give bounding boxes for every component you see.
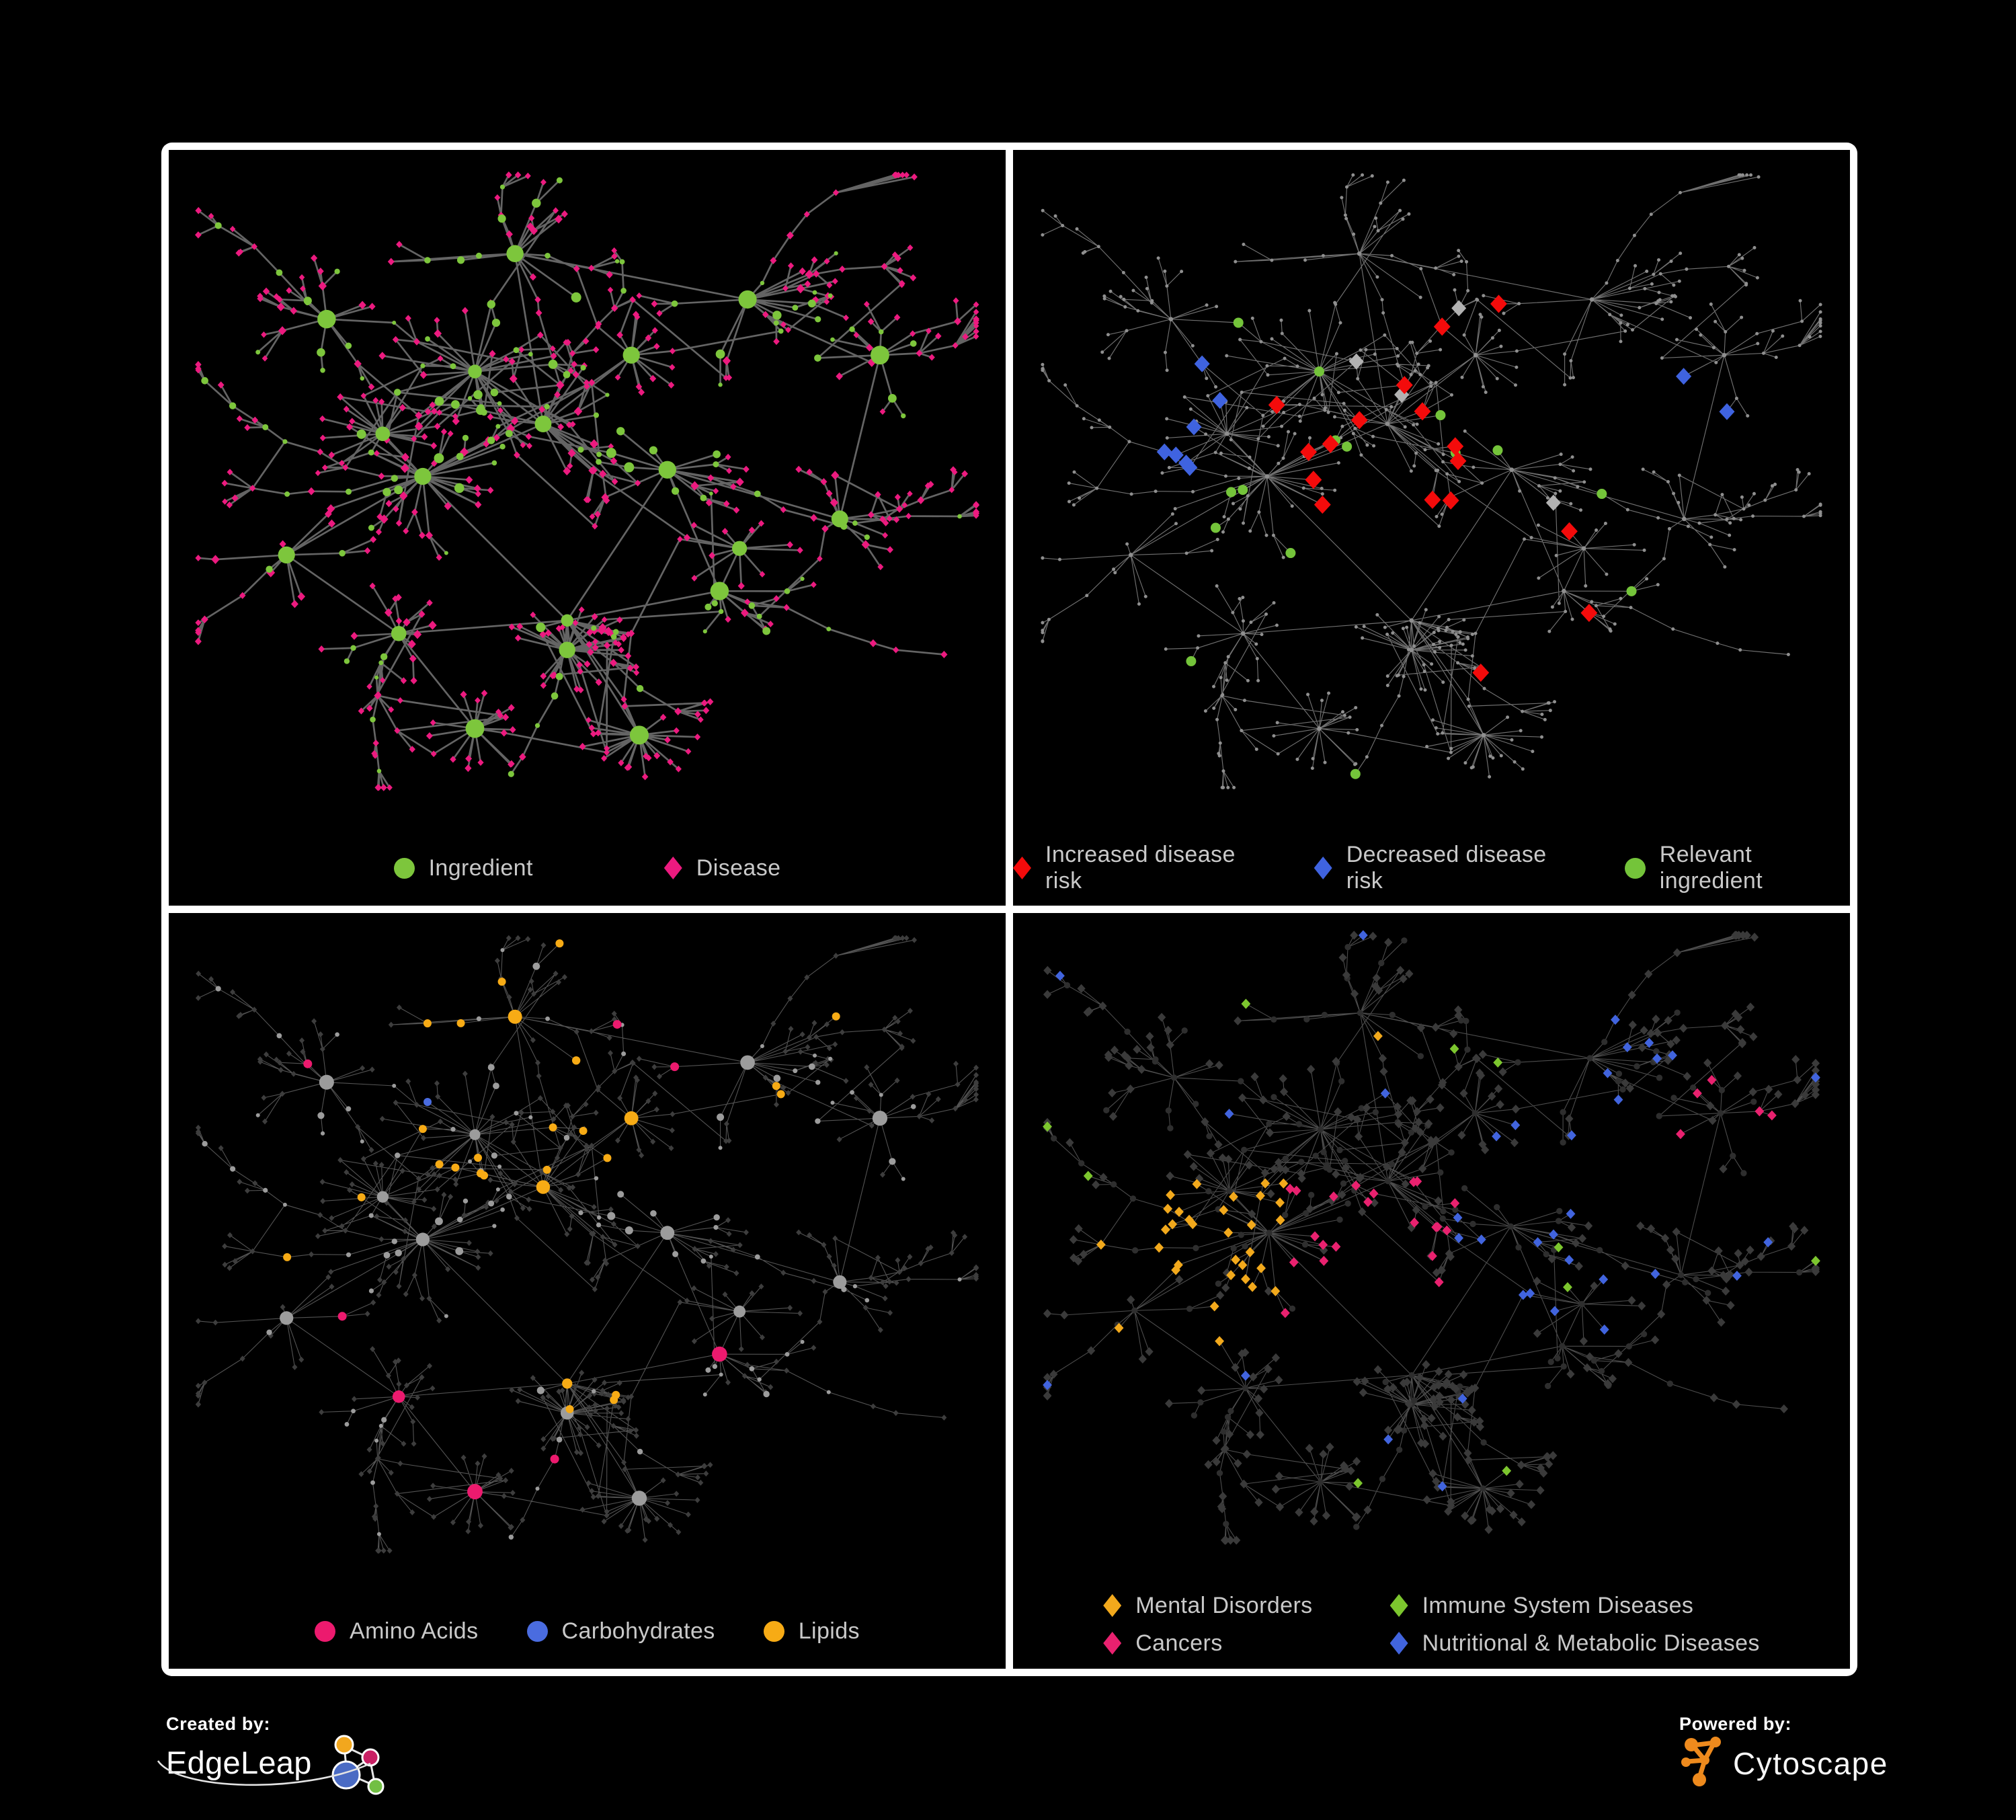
- legend-ingredient-disease: Ingredient Disease: [169, 830, 1006, 906]
- lipids-marker-icon: [763, 1620, 784, 1642]
- panel-chemical-classes: Amino Acids Carbohydrates Lipids: [169, 913, 1006, 1669]
- network-graph-disease-categories: [1043, 930, 1820, 1545]
- created-by-block: Created by: EdgeLeap: [157, 1714, 399, 1807]
- legend-label: Amino Acids: [350, 1618, 479, 1644]
- legend-item: Increased disease risk: [1013, 842, 1266, 894]
- legend-item: Lipids: [763, 1618, 860, 1645]
- edgeleap-node-pink: [361, 1748, 380, 1767]
- legend-item: Amino Acids: [315, 1618, 478, 1645]
- legend-disease-categories: Mental Disorders Immune System Diseases …: [1013, 1580, 1850, 1669]
- legend-label: Decreased disease risk: [1346, 842, 1547, 894]
- legend-label: Carbohydrates: [561, 1618, 715, 1644]
- decreased-risk-marker-icon: [1314, 857, 1332, 879]
- legend-item: Carbohydrates: [526, 1618, 715, 1645]
- disease-marker-icon: [663, 857, 682, 879]
- legend-item: Disease: [663, 855, 781, 881]
- legend-label: Nutritional & Metabolic Diseases: [1422, 1630, 1760, 1656]
- powered-by-block: Powered by: Cytoscape: [1679, 1714, 1888, 1788]
- legend-item: Mental Disorders: [1103, 1593, 1312, 1619]
- network-graph-disease-risk: [1041, 173, 1822, 789]
- carbohydrates-marker-icon: [526, 1620, 548, 1642]
- panel-disease-categories: Mental Disorders Immune System Diseases …: [1013, 913, 1850, 1669]
- edgeleap-logo-icon: [331, 1735, 385, 1795]
- edgeleap-node-green: [367, 1778, 385, 1795]
- edgeleap-node-blue: [331, 1760, 361, 1790]
- cytoscape-wordmark: Cytoscape: [1733, 1746, 1888, 1781]
- legend-label: Relevant ingredient: [1659, 842, 1763, 894]
- legend-item: Cancers: [1103, 1630, 1312, 1657]
- legend-label: Immune System Diseases: [1422, 1592, 1694, 1618]
- legend-item: Decreased disease risk: [1314, 842, 1576, 894]
- cancers-marker-icon: [1103, 1632, 1122, 1655]
- panel-ingredient-disease: Ingredient Disease: [169, 150, 1006, 906]
- network-graph-chemical-classes: [195, 935, 979, 1554]
- created-by-label: Created by:: [166, 1714, 271, 1734]
- panel-disease-risk: Increased disease risk Decreased disease…: [1013, 150, 1850, 906]
- network-graph-ingredient-disease: [194, 171, 980, 791]
- edgeleap-wordmark: EdgeLeap: [166, 1745, 312, 1780]
- powered-by-label: Powered by:: [1679, 1714, 1792, 1734]
- legend-chemical-classes: Amino Acids Carbohydrates Lipids: [169, 1593, 1006, 1669]
- legend-item: Nutritional & Metabolic Diseases: [1389, 1630, 1760, 1657]
- legend-item: Immune System Diseases: [1389, 1592, 1760, 1619]
- mental-disorders-marker-icon: [1103, 1594, 1122, 1617]
- legend-label: Disease: [696, 855, 781, 881]
- ingredient-marker-icon: [393, 857, 415, 879]
- legend-label: Mental Disorders: [1135, 1592, 1313, 1618]
- legend-label: Increased disease risk: [1045, 842, 1236, 894]
- legend-label: Ingredient: [428, 855, 533, 881]
- relevant-ingredient-marker-icon: [1624, 857, 1646, 879]
- nutritional-metabolic-marker-icon: [1389, 1632, 1408, 1655]
- legend-item: Ingredient: [393, 855, 533, 881]
- increased-risk-marker-icon: [1013, 857, 1031, 879]
- amino-acids-marker-icon: [315, 1620, 336, 1642]
- immune-diseases-marker-icon: [1389, 1594, 1408, 1617]
- legend-label: Lipids: [798, 1618, 860, 1644]
- legend-item: Relevant ingredient: [1624, 842, 1850, 894]
- legend-disease-risk: Increased disease risk Decreased disease…: [1013, 830, 1850, 906]
- four-panel-grid: Ingredient Disease Increased disease ris…: [161, 143, 1857, 1676]
- edgeleap-node-orange: [334, 1735, 354, 1755]
- cytoscape-logo-icon: [1681, 1737, 1721, 1786]
- legend-label: Cancers: [1135, 1630, 1223, 1656]
